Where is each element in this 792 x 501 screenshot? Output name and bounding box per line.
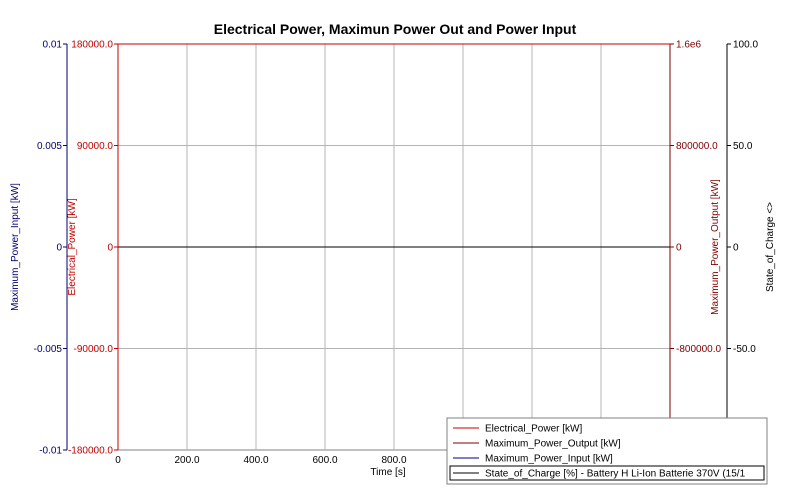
y-tick-label-maxin: -0.01	[39, 446, 62, 457]
legend-item: Electrical_Power [kW]	[485, 424, 582, 435]
y-tick-label-soc: 50.0	[733, 141, 753, 152]
y-tick-label-elec: -180000.0	[68, 446, 113, 457]
x-tick-label: 0	[115, 455, 121, 466]
y-tick-label-maxout: -800000.0	[676, 344, 721, 355]
y-tick-label-maxin: 0.005	[37, 141, 62, 152]
series-layer	[117, 43, 670, 450]
y-tick-label-maxin: -0.005	[34, 344, 63, 355]
y-tick-label-elec: 0	[107, 243, 113, 254]
y-axis-label-soc: State_of_Charge <>	[765, 202, 776, 292]
y-tick-label-maxin: 0.01	[43, 40, 63, 51]
x-tick-label: 600.0	[312, 455, 337, 466]
y-tick-label-maxout: 0	[676, 243, 682, 254]
y-tick-label-soc: 0	[733, 243, 739, 254]
y-tick-label-elec: 180000.0	[71, 40, 113, 51]
legend: Electrical_Power [kW] Maximum_Power_Outpu…	[446, 417, 768, 485]
y-tick-label-soc: 100.0	[733, 40, 758, 51]
y-axis-label-maxout: Maximum_Power_Output [kW]	[710, 179, 721, 315]
x-axis-label: Time [s]	[370, 467, 405, 478]
chart-title: Electrical Power, Maximun Power Out and …	[214, 21, 577, 37]
y-axis-label-elec: Electrical_Power [kW]	[67, 198, 78, 295]
legend-item: Maximum_Power_Output [kW]	[485, 439, 621, 450]
legend-item: Maximum_Power_Input [kW]	[485, 454, 613, 465]
y-tick-label-elec: 90000.0	[77, 141, 114, 152]
legend-selected-frame	[449, 465, 765, 481]
legend-item: State_of_Charge [%] - Battery H Li-Ion B…	[485, 469, 746, 480]
y-tick-label-maxout: 800000.0	[676, 141, 718, 152]
y-tick-label-maxout: 1.6e6	[676, 40, 701, 51]
y-tick-label-soc: -50.0	[733, 344, 756, 355]
y-axis-label-maxin: Maximum_Power_Input [kW]	[10, 183, 21, 311]
x-tick-label: 800.0	[381, 455, 406, 466]
x-tick-label: 200.0	[174, 455, 199, 466]
legend-box	[446, 417, 768, 485]
x-tick-label: 400.0	[243, 455, 268, 466]
y-tick-label-elec: -90000.0	[74, 344, 114, 355]
y-tick-label-maxin: 0	[56, 243, 62, 254]
